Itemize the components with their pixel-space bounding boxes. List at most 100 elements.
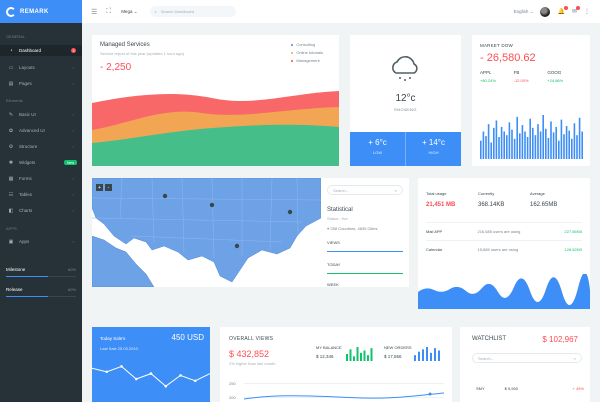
watchlist-search-input[interactable]: Search... ⌕: [472, 353, 582, 363]
legend-item[interactable]: Consulting: [291, 41, 323, 49]
today-point[interactable]: [193, 379, 197, 383]
balance-bar: [363, 350, 366, 361]
progress-percent: 60%: [67, 287, 76, 292]
brand-logo-icon: [6, 6, 16, 17]
chart-point[interactable]: [428, 392, 432, 396]
sidebar-item-label: Structure: [19, 144, 38, 149]
market-bar: [526, 137, 529, 159]
topbar: ☰ ⛶ Mega ⌄ ⌕ Search Dashboard English ⌄ …: [82, 0, 600, 23]
market-bar: [563, 134, 565, 159]
chevron-right-icon: ›: [72, 112, 74, 117]
sidebar-item-widgets[interactable]: ✱ Widgets New: [0, 157, 82, 168]
search-input[interactable]: ⌕ Search Dashboard: [149, 6, 236, 17]
managed-value: - 2,250: [100, 62, 132, 73]
balance-label: MY BALANCE: [316, 345, 342, 350]
sidebar-item-advanced-ui[interactable]: ✿ Advanced UI ›: [0, 125, 82, 136]
layouts-icon: ▭: [8, 64, 14, 71]
market-bar: [578, 117, 581, 159]
market-bar: [524, 131, 526, 159]
us-map[interactable]: [92, 178, 321, 287]
avatar[interactable]: [540, 6, 551, 17]
watchlist-row[interactable]: SMY $ 9,500 + 45%: [476, 386, 584, 391]
orders-bar: [430, 352, 432, 361]
map-marker[interactable]: [287, 209, 293, 215]
sidebar-item-forms[interactable]: ▦ Forms ›: [0, 173, 82, 184]
zoom-out-button[interactable]: -: [105, 184, 112, 191]
weather-card: 12°c SNOWING + 6°c LOW + 14°c HIGH: [350, 35, 461, 166]
map-marker[interactable]: [234, 243, 240, 249]
legend-item[interactable]: Online tutorials: [291, 49, 323, 57]
advanced-ui-icon: ✿: [8, 127, 14, 134]
sidebar-item-layouts[interactable]: ▭ Layouts ›: [0, 62, 82, 73]
usage-row: Calendar 15,685 users are using 128.62KB: [426, 240, 582, 258]
today-sale-card: Today Sale's Last Sale 25.03.2010 450 US…: [92, 327, 210, 402]
new-badge: New: [63, 160, 77, 165]
today-point[interactable]: [134, 377, 138, 381]
sidebar-item-apps[interactable]: ▣ Apps ›: [0, 236, 82, 247]
weather-low: + 6°c LOW: [350, 132, 405, 166]
orders-bar: [414, 355, 416, 361]
dashboard-icon: ◔: [9, 47, 13, 54]
market-bar: [508, 122, 511, 159]
menu-icon[interactable]: ☰: [91, 8, 98, 16]
market-bar: [511, 129, 513, 159]
brand[interactable]: REMARK: [0, 0, 82, 23]
today-point[interactable]: [120, 365, 123, 368]
usage-current: 368.14KB: [478, 202, 505, 208]
brand-name: REMARK: [20, 8, 49, 15]
stat-line-label: TODAY: [327, 262, 341, 267]
today-line-chart: [92, 365, 210, 388]
today-point[interactable]: [179, 374, 182, 377]
sidebar-item-pages[interactable]: ▤ Pages ›: [0, 78, 82, 89]
axis-tick: 250: [229, 381, 236, 386]
sidebar-item-charts[interactable]: ◧ Charts ›: [0, 205, 82, 216]
sidebar-item-basic-ui[interactable]: ✎ Basic UI ›: [0, 109, 82, 120]
stat-change: +24.86%: [547, 78, 564, 83]
usage-average: 162.65MB: [530, 202, 558, 208]
map-marker[interactable]: [209, 202, 215, 208]
today-point[interactable]: [105, 370, 109, 374]
balance-bar: [346, 354, 348, 361]
sidebar-item-label: Dashboard: [19, 48, 42, 53]
today-point[interactable]: [164, 384, 168, 388]
gridline: [244, 383, 444, 384]
sidebar-category-general: GENERAL: [6, 34, 26, 39]
market-bar: [529, 118, 531, 159]
sidebar-item-dashboard[interactable]: ◔ Dashboard 3: [0, 45, 82, 56]
map-marker[interactable]: [162, 193, 168, 199]
bell-icon[interactable]: 🔔: [557, 6, 568, 15]
market-bar-chart: [480, 115, 583, 159]
chevron-right-icon: ›: [72, 176, 74, 181]
stat-line-views: VIEWS: [327, 240, 403, 252]
managed-services-card: Managed Services Service report of this …: [92, 35, 339, 166]
notification-dot: [576, 6, 580, 10]
market-bar: [482, 131, 485, 159]
orders-stat: NEW ORDERS $ 17,556: [384, 345, 412, 359]
weather-range: + 6°c LOW + 14°c HIGH: [350, 132, 461, 166]
map-search-input[interactable]: Search... ⌕: [327, 185, 403, 195]
sidebar-item-tables[interactable]: ☷ Tables ›: [0, 189, 82, 200]
weather-description: SNOWING: [393, 107, 418, 112]
balance-stat: MY BALANCE $ 12,346: [316, 345, 342, 359]
sidebar-item-label: Basic UI: [19, 112, 36, 117]
language-selector[interactable]: English ⌄: [514, 9, 534, 15]
watch-price: $ 9,500: [504, 386, 519, 391]
notification-badge: 3: [71, 48, 76, 53]
legend-item[interactable]: Management: [291, 57, 323, 65]
search-placeholder: Search...: [333, 187, 350, 193]
sidebar-item-structure[interactable]: ⚙ Structure ›: [0, 141, 82, 152]
high-temp: + 14°c: [422, 138, 445, 147]
more-icon[interactable]: ⋮: [584, 9, 590, 15]
market-stat: FB -12.00%: [514, 70, 548, 83]
high-label: HIGH: [428, 150, 439, 155]
fullscreen-icon[interactable]: ⛶: [106, 7, 112, 15]
today-point[interactable]: [149, 372, 153, 375]
chevron-right-icon: ›: [72, 144, 74, 149]
summary-text: 258 Countries, 4835 Cities: [330, 226, 378, 231]
mega-menu[interactable]: Mega ⌄: [121, 9, 137, 15]
zoom-in-button[interactable]: +: [96, 184, 103, 191]
mail-icon[interactable]: ✉: [572, 6, 580, 15]
market-stat: APPL +80.24%: [480, 70, 514, 83]
watch-symbol: SMY: [476, 386, 485, 391]
market-bar: [534, 135, 537, 159]
